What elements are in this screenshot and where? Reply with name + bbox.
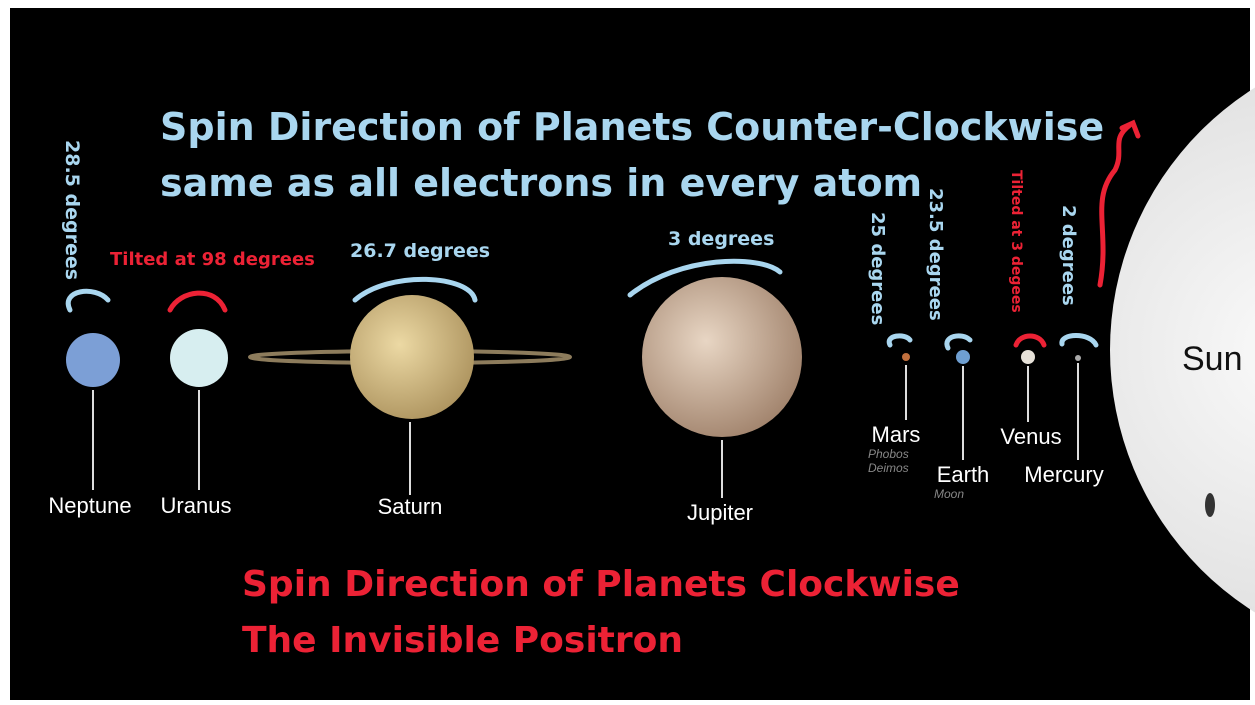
sunspot bbox=[1205, 493, 1215, 517]
tilt-label: Tilted at 98 degrees bbox=[110, 249, 315, 270]
spin-arrow bbox=[886, 333, 913, 348]
planet-name: Mercury bbox=[1024, 462, 1103, 487]
title: Spin Direction of Planets Counter-Clockw… bbox=[160, 105, 1104, 149]
sun-label: Sun bbox=[1182, 340, 1243, 378]
planet bbox=[170, 329, 228, 387]
footer: Spin Direction of Planets Clockwise bbox=[242, 564, 960, 605]
planet-name: Venus bbox=[1000, 424, 1061, 449]
tilt-label: 2 degrees bbox=[1058, 205, 1079, 306]
spin-arrow bbox=[944, 333, 973, 351]
moon-name: Phobos bbox=[868, 447, 909, 461]
planet-name: Uranus bbox=[161, 493, 232, 518]
tilt-label: 25 degrees bbox=[867, 212, 888, 325]
planet bbox=[642, 277, 802, 437]
spin-arrow bbox=[352, 276, 478, 303]
tilt-label: 3 degrees bbox=[668, 228, 774, 250]
planet-name: Earth bbox=[937, 462, 990, 487]
moon-name: Moon bbox=[934, 487, 964, 501]
planet bbox=[350, 295, 474, 419]
spin-arrow bbox=[1013, 333, 1047, 348]
spin-arrow bbox=[65, 288, 111, 313]
title: same as all electrons in every atom bbox=[160, 161, 922, 205]
footer: The Invisible Positron bbox=[242, 620, 683, 661]
sun-disk bbox=[1110, 87, 1255, 613]
spin-arrow bbox=[1119, 119, 1141, 139]
spin-arrow bbox=[1097, 122, 1133, 288]
tilt-label: 26.7 degrees bbox=[350, 240, 490, 262]
spin-arrow bbox=[627, 258, 783, 298]
planet-name: Jupiter bbox=[687, 500, 753, 525]
tilt-label: 23.5 degrees bbox=[925, 188, 946, 321]
planet bbox=[1021, 350, 1035, 364]
tilt-label: Tilted at 3 degees bbox=[1008, 170, 1024, 313]
planet bbox=[902, 353, 910, 361]
spin-arrow bbox=[167, 290, 228, 313]
moon-name: Deimos bbox=[868, 461, 909, 475]
planet-name: Saturn bbox=[378, 494, 443, 519]
planet-name: Mars bbox=[872, 422, 921, 447]
spin-arrow bbox=[1059, 333, 1099, 348]
planet-name: Neptune bbox=[48, 493, 131, 518]
tilt-label: 28.5 degrees bbox=[61, 140, 83, 280]
planet bbox=[956, 350, 970, 364]
planet bbox=[66, 333, 120, 387]
planet bbox=[1075, 355, 1081, 361]
